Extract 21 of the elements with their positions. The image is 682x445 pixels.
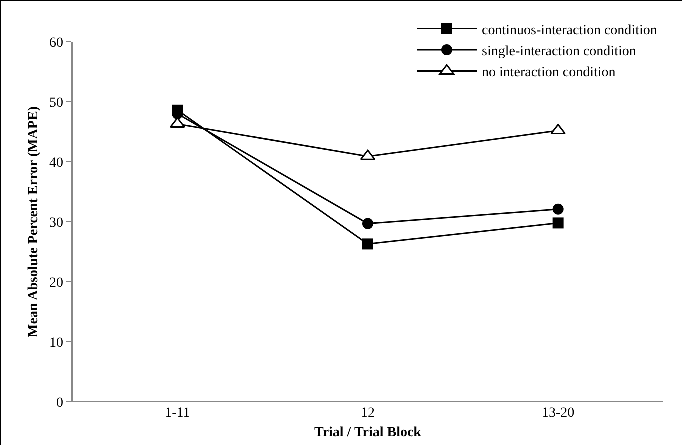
point xyxy=(170,117,186,128)
point xyxy=(552,218,564,229)
y-tick-label: 30 xyxy=(49,216,64,231)
x-axis-title: Trial / Trial Block xyxy=(314,425,422,440)
y-tick-label: 40 xyxy=(49,156,64,171)
y-tick-label: 0 xyxy=(56,396,64,411)
x-tick-label: 1-11 xyxy=(165,406,190,421)
x-tick-label: 13-20 xyxy=(542,406,575,421)
point xyxy=(362,238,374,250)
y-axis-title: Mean Absolute Percent Error (MAPE) xyxy=(26,106,42,338)
y-tick-label: 50 xyxy=(49,96,64,111)
legend-label: continuos-interaction condition xyxy=(482,23,658,38)
legend-label: no interaction condition xyxy=(482,66,616,81)
point xyxy=(550,124,566,135)
x-tick-label: 12 xyxy=(361,406,375,421)
legend-label: single-interaction condition xyxy=(482,44,636,60)
y-tick-label: 20 xyxy=(49,276,64,291)
y-tick-label: 60 xyxy=(49,36,64,51)
y-tick-label: 10 xyxy=(49,336,64,351)
point xyxy=(362,218,374,230)
point xyxy=(552,204,564,215)
